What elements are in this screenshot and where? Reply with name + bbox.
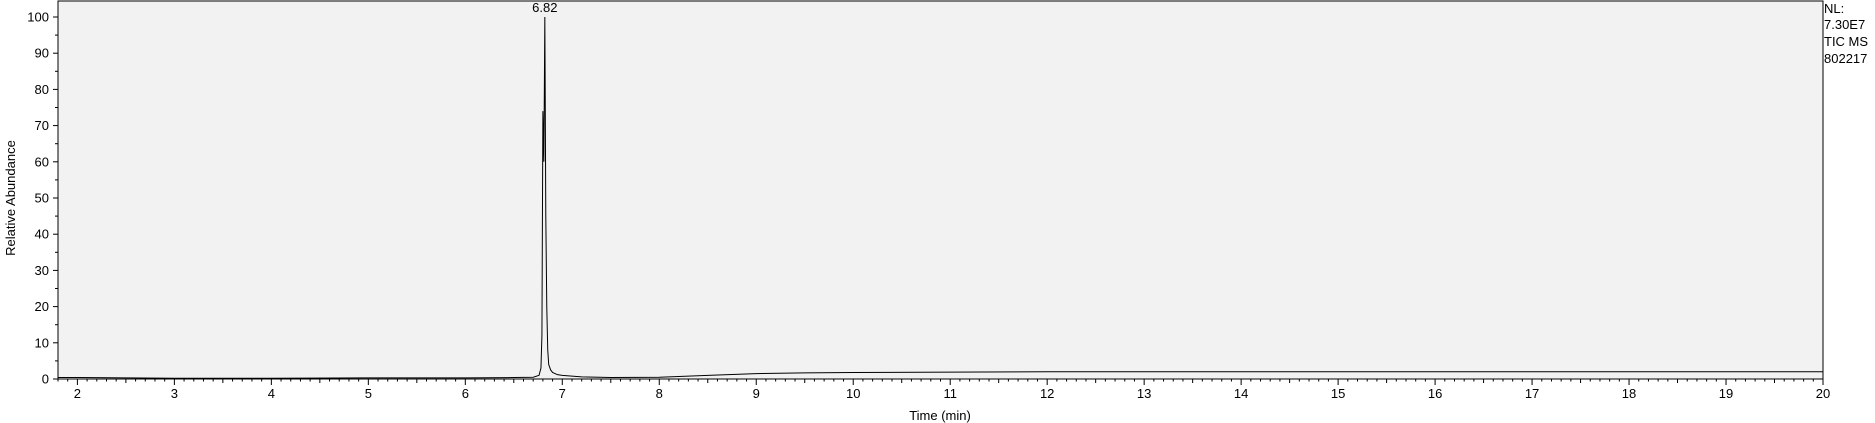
- y-axis: 0 10 20 30 40 50 60 70 80 90 100: [27, 10, 58, 387]
- x-axis-title: Time (min): [909, 408, 971, 423]
- x-tick-label: 7: [559, 386, 566, 401]
- y-tick-label: 60: [35, 154, 49, 169]
- y-tick-label: 70: [35, 118, 49, 133]
- y-tick-label: 100: [27, 10, 49, 25]
- x-tick-label: 10: [846, 386, 860, 401]
- x-tick-label: 12: [1040, 386, 1054, 401]
- y-tick-label: 0: [42, 372, 49, 387]
- peak-label: 6.82: [532, 0, 557, 15]
- x-tick-label: 4: [268, 386, 275, 401]
- nl-value: 7.30E7: [1824, 17, 1866, 32]
- y-axis-title: Relative Abundance: [3, 140, 18, 256]
- plot-area: [57, 0, 1824, 380]
- x-tick-label: 8: [656, 386, 663, 401]
- x-tick-label: 2: [74, 386, 81, 401]
- x-tick-label: 17: [1525, 386, 1539, 401]
- y-tick-label: 30: [35, 263, 49, 278]
- peak-annotations: 6.82: [532, 0, 557, 15]
- x-tick-label: 5: [365, 386, 372, 401]
- x-tick-label: 3: [171, 386, 178, 401]
- y-tick-label: 40: [35, 227, 49, 242]
- x-tick-label: 6: [462, 386, 469, 401]
- x-tick-label: 9: [753, 386, 760, 401]
- y-tick-label: 50: [35, 191, 49, 206]
- x-tick-label: 15: [1331, 386, 1345, 401]
- nl-label: NL:: [1824, 1, 1845, 16]
- x-tick-label: 19: [1719, 386, 1733, 401]
- y-tick-label: 10: [35, 335, 49, 350]
- x-tick-label: 16: [1428, 386, 1442, 401]
- y-tick-label: 90: [35, 46, 49, 61]
- sample-id-label: 802217: [1824, 51, 1868, 66]
- x-tick-label: 18: [1622, 386, 1636, 401]
- x-tick-label: 20: [1816, 386, 1830, 401]
- scan-type-label: TIC MS: [1824, 34, 1869, 49]
- x-tick-label: 13: [1137, 386, 1151, 401]
- y-tick-label: 20: [35, 299, 49, 314]
- tic-trace-line: [58, 16, 1823, 379]
- y-tick-label: 80: [35, 82, 49, 97]
- x-tick-label: 11: [943, 386, 957, 401]
- x-axis: 2 3 4 5 6 7 8 9 10 11 12 13 14 15 16 17 18 19 20: [57, 379, 1830, 401]
- x-tick-label: 14: [1234, 386, 1248, 401]
